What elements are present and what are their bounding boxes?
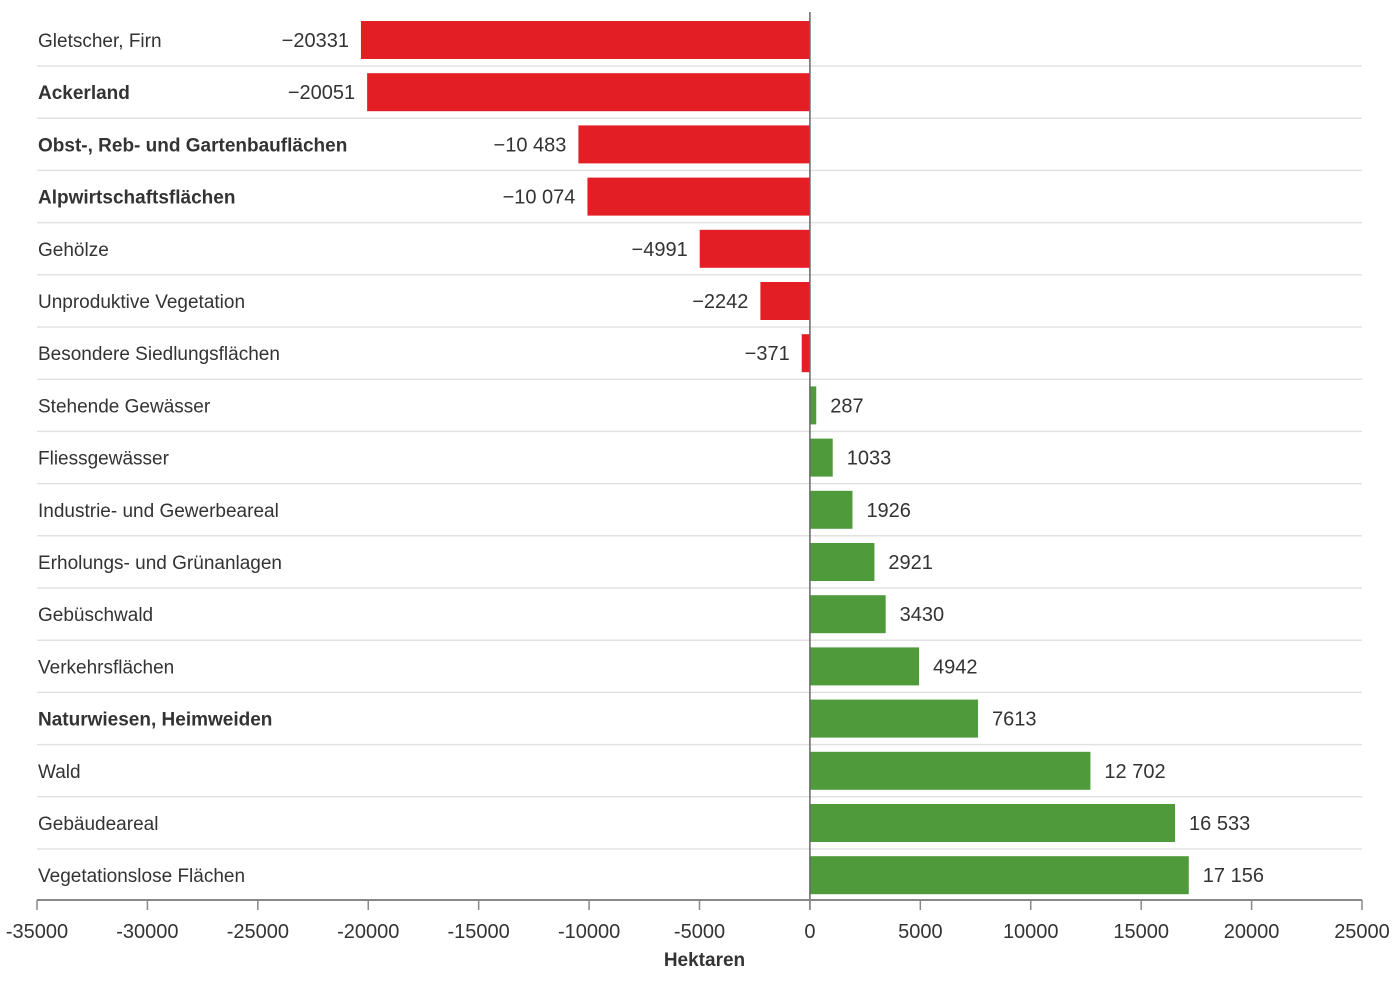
category-label: Erholungs- und Grünanlagen bbox=[38, 553, 282, 574]
bar bbox=[367, 73, 810, 112]
data-label: 2921 bbox=[888, 552, 933, 574]
data-label: −4991 bbox=[632, 239, 688, 261]
x-tick-label: -10000 bbox=[558, 921, 620, 943]
data-label: 1926 bbox=[866, 500, 911, 522]
x-tick-label: 10000 bbox=[1003, 921, 1059, 943]
data-label: 287 bbox=[830, 395, 863, 417]
bar bbox=[760, 282, 810, 320]
x-tick-label: -30000 bbox=[116, 921, 178, 943]
bar bbox=[809, 751, 1091, 790]
bar bbox=[809, 543, 875, 581]
category-label: Gebüschwald bbox=[38, 605, 153, 626]
category-label: Wald bbox=[38, 762, 81, 783]
bar bbox=[809, 595, 886, 634]
x-tick-label: -20000 bbox=[337, 921, 399, 943]
bar bbox=[360, 21, 810, 59]
x-tick-label: 5000 bbox=[898, 921, 943, 943]
category-label: Gletscher, Firn bbox=[38, 31, 162, 52]
x-tick-label: -25000 bbox=[227, 921, 289, 943]
data-label: 4942 bbox=[933, 656, 978, 678]
category-label: Gehölze bbox=[38, 240, 109, 261]
data-label: −20051 bbox=[288, 82, 355, 104]
bar bbox=[809, 386, 817, 425]
data-label: 16 533 bbox=[1189, 813, 1250, 835]
category-label: Industrie- und Gewerbeareal bbox=[38, 501, 279, 522]
x-tick-label: 15000 bbox=[1113, 921, 1169, 943]
bar bbox=[801, 334, 810, 373]
category-label: Gebäudeareal bbox=[38, 814, 158, 835]
data-label: 3430 bbox=[900, 604, 945, 626]
x-tick-label: -5000 bbox=[674, 921, 725, 943]
bar bbox=[587, 177, 810, 216]
category-label: Naturwiesen, Heimweiden bbox=[38, 710, 272, 731]
category-label: Alpwirtschaftsflächen bbox=[38, 188, 235, 209]
bar bbox=[578, 125, 810, 164]
data-label: −2242 bbox=[692, 291, 748, 313]
data-label: 1033 bbox=[847, 448, 892, 470]
category-label: Fliessgewässer bbox=[38, 449, 170, 470]
x-tick-label: -35000 bbox=[6, 921, 68, 943]
bar bbox=[809, 856, 1189, 895]
bar bbox=[809, 438, 833, 477]
category-label: Ackerland bbox=[38, 83, 130, 104]
data-label: 7613 bbox=[992, 709, 1037, 731]
bar bbox=[809, 490, 853, 529]
bar bbox=[809, 699, 979, 738]
data-label: 12 702 bbox=[1104, 761, 1165, 783]
category-label: Unproduktive Vegetation bbox=[38, 292, 245, 313]
category-label: Verkehrsflächen bbox=[38, 657, 174, 678]
category-label: Vegetationslose Flächen bbox=[38, 866, 245, 887]
x-tick-label: 0 bbox=[804, 921, 815, 943]
category-label: Besondere Siedlungsflächen bbox=[38, 344, 280, 365]
data-label: 17 156 bbox=[1203, 865, 1264, 887]
x-axis-label: Hektaren bbox=[664, 950, 745, 971]
data-label: −20331 bbox=[282, 30, 349, 52]
x-tick-label: 20000 bbox=[1224, 921, 1280, 943]
x-tick-label: -15000 bbox=[448, 921, 510, 943]
bar bbox=[809, 804, 1176, 842]
data-label: −371 bbox=[745, 343, 790, 365]
data-label: −10 483 bbox=[494, 134, 567, 156]
bar bbox=[699, 229, 810, 268]
data-label: −10 074 bbox=[503, 187, 576, 209]
category-label: Stehende Gewässer bbox=[38, 396, 211, 417]
x-tick-label: 25000 bbox=[1334, 921, 1390, 943]
bar bbox=[809, 647, 920, 686]
category-label: Obst-, Reb- und Gartenbauflächen bbox=[38, 135, 347, 156]
